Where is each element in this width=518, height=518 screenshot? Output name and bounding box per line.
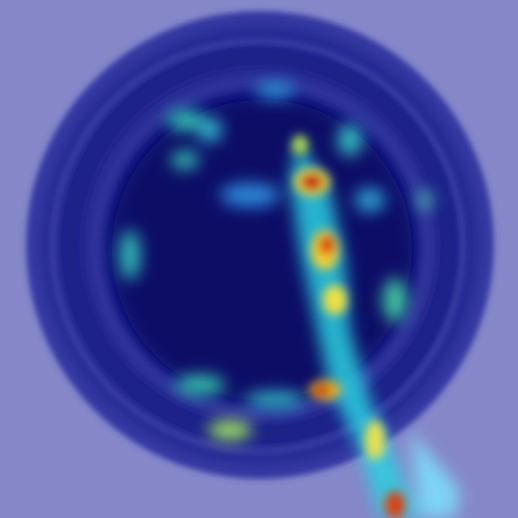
dish-ring	[92, 78, 432, 418]
dish-inner	[112, 100, 412, 400]
heatmap-hotspots	[292, 135, 405, 518]
dish-ring	[50, 38, 466, 454]
